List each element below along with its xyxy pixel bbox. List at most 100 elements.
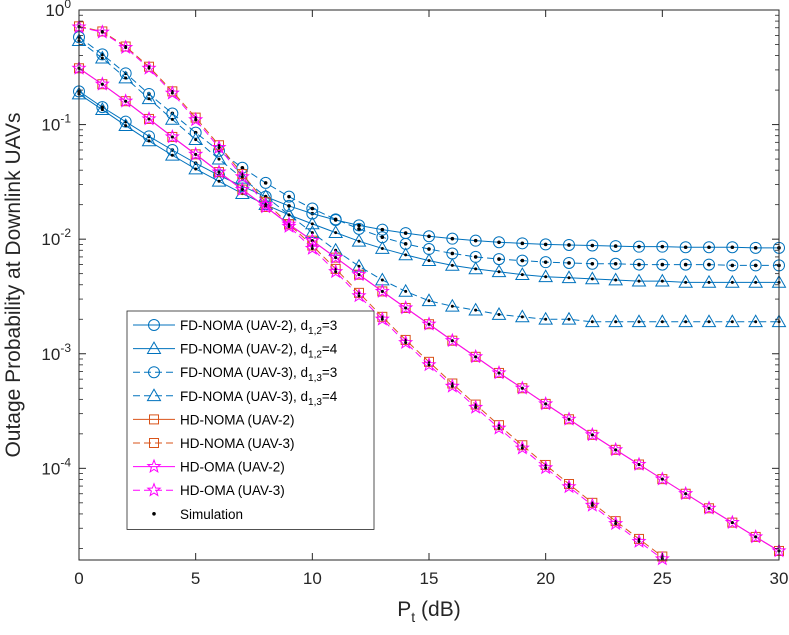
data-point (608, 314, 624, 328)
data-point (444, 378, 460, 393)
simulation-point (497, 313, 501, 317)
data-point (584, 497, 600, 512)
x-tick-label: 0 (74, 569, 83, 588)
data-point (539, 256, 552, 269)
data-point (633, 258, 645, 271)
simulation-point (474, 405, 478, 409)
data-point (421, 356, 437, 372)
x-axis-label-main: P (397, 598, 411, 621)
simulation-point (264, 194, 268, 198)
series-1 (73, 85, 785, 254)
simulation-point (287, 222, 291, 226)
data-point (516, 237, 529, 250)
data-point (584, 426, 600, 442)
data-point (561, 411, 577, 426)
simulation-point (707, 506, 711, 510)
legend-label: HD-NOMA (UAV-2) (180, 412, 295, 427)
data-point (469, 250, 482, 263)
legend-label: FD-NOMA (UAV-2), d1,2=4 (180, 342, 338, 361)
data-point (398, 334, 414, 350)
simulation-point (497, 257, 501, 261)
data-point (514, 440, 530, 455)
data-point (468, 399, 484, 414)
simulation-point (660, 279, 664, 283)
data-point (701, 314, 717, 328)
simulation-point (380, 246, 384, 250)
simulation-point (217, 170, 221, 174)
simulation-point (450, 236, 455, 241)
simulation-point (450, 304, 454, 308)
legend-label: HD-OMA (UAV-3) (180, 483, 285, 498)
legend-label: HD-OMA (UAV-2) (180, 460, 285, 475)
data-point (609, 257, 622, 270)
simulation-point (263, 181, 268, 185)
legend-marker (146, 458, 162, 474)
simulation-point (590, 433, 594, 437)
data-point (538, 269, 554, 283)
data-point (538, 395, 554, 411)
simulation-point (614, 320, 618, 324)
simulation-point (754, 280, 758, 284)
simulation-point (707, 245, 711, 250)
data-point (538, 311, 554, 325)
data-point (237, 184, 248, 195)
simulation-point (497, 426, 501, 430)
data-point (234, 181, 250, 196)
simulation-point (567, 276, 571, 280)
data-point (423, 243, 435, 256)
simulation-point (357, 294, 361, 298)
data-point (94, 102, 110, 116)
series-7 (71, 60, 787, 558)
data-point (353, 222, 365, 235)
simulation-point (334, 270, 338, 274)
simulation-point (613, 244, 618, 248)
simulation-point (614, 522, 618, 526)
simulation-point (217, 157, 221, 161)
simulation-point (310, 206, 315, 211)
data-point (94, 76, 110, 91)
data-point (351, 266, 367, 282)
data-point (540, 398, 551, 409)
data-point (328, 249, 344, 265)
data-point (750, 531, 761, 542)
data-point (118, 70, 134, 84)
simulation-point (380, 235, 385, 240)
data-point (514, 309, 530, 323)
data-point (561, 478, 577, 494)
simulation-point (520, 273, 524, 277)
data-point (679, 241, 692, 254)
data-point (423, 230, 435, 243)
simulation-point (147, 117, 151, 121)
data-point (608, 515, 624, 531)
x-tick-label: 30 (770, 569, 789, 588)
data-point (610, 444, 621, 455)
data-point (376, 231, 389, 244)
data-point (748, 274, 764, 288)
simulation-point (100, 108, 104, 112)
simulation-point (543, 242, 548, 247)
data-point (493, 253, 505, 266)
data-point (188, 132, 204, 145)
simulation-point (637, 244, 641, 249)
data-point (538, 459, 554, 475)
simulation-point (707, 280, 711, 284)
simulation-point (450, 263, 454, 267)
legend-marker (146, 482, 162, 497)
data-point (724, 514, 740, 530)
data-point (141, 111, 157, 126)
simulation-point (520, 315, 524, 319)
simulation-point (404, 341, 408, 345)
simulation-point (730, 320, 734, 324)
legend-marker (146, 388, 162, 402)
simulation-point (684, 320, 688, 324)
simulation-point (683, 262, 688, 267)
data-point (656, 258, 669, 271)
data-point (516, 254, 529, 267)
simulation-point (544, 466, 548, 470)
data-point (94, 24, 110, 39)
simulation-point (310, 222, 314, 226)
x-tick-label: 20 (536, 569, 555, 588)
data-point (748, 314, 764, 328)
data-point (517, 383, 528, 394)
simulation-point (427, 234, 431, 239)
